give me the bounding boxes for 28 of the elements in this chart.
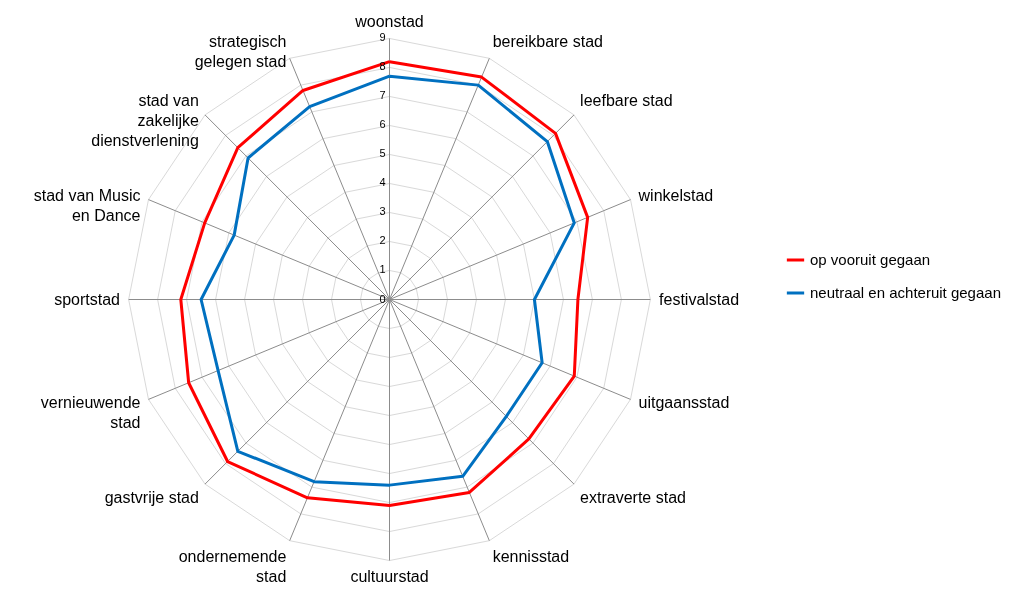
spoke-label: extraverte stad	[580, 489, 686, 507]
spoke-label: cultuurstad	[350, 568, 429, 586]
spoke-label: stad van zakelijke dienstverlening	[91, 91, 199, 149]
spoke-label: strategisch gelegen stad	[194, 33, 287, 71]
y-tick-label: 0	[379, 292, 386, 305]
legend-label: op vooruit gegaan	[810, 251, 931, 268]
spoke-label: ondernemende stad	[178, 547, 287, 585]
spoke-label: bereikbare stad	[492, 33, 603, 51]
y-tick-label: 6	[379, 118, 386, 131]
y-tick-label: 2	[379, 234, 386, 247]
spoke-label: gastvrije stad	[104, 489, 199, 507]
y-tick-label: 3	[379, 205, 386, 218]
y-tick-label: 4	[379, 176, 386, 189]
spoke-label: stad van Music en Dance	[33, 187, 141, 225]
y-tick-label: 9	[379, 31, 386, 44]
y-tick-label: 7	[379, 89, 386, 102]
spoke-label: woonstad	[354, 12, 424, 30]
y-tick-label: 1	[379, 263, 386, 276]
y-tick-label: 5	[379, 147, 386, 160]
spoke-label: uitgaansstad	[638, 393, 730, 411]
spoke-label: leefbare stad	[580, 91, 673, 109]
y-tick-label: 8	[379, 60, 386, 73]
spoke-label: festivalstad	[659, 290, 740, 308]
spoke-label: winkelstad	[637, 187, 714, 205]
legend-label: neutraal en achteruit gegaan	[810, 284, 1001, 301]
spoke-label: vernieuwende stad	[40, 393, 141, 431]
spoke-label: sportstad	[54, 290, 120, 308]
spoke-label: kennisstad	[492, 547, 570, 565]
